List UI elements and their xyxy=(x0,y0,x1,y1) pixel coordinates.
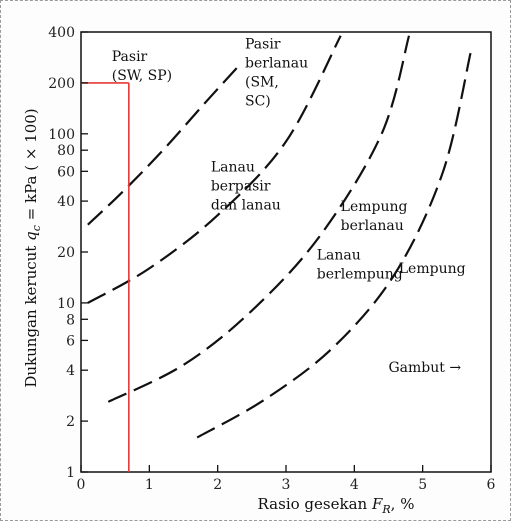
y-tick-label-1: 2 xyxy=(66,414,75,430)
boundary-curve-3 xyxy=(107,35,411,403)
y-axis-title: Dukungan kerucut qc = kPa ( × 100) xyxy=(22,108,43,387)
y-tick-label-5: 10 xyxy=(57,296,75,312)
zone-label-1: Pasir (SW, SP) xyxy=(112,49,172,84)
x-axis-title: Rasio gesekan FR, % xyxy=(258,495,415,516)
zone-label-7-line-1: Gambut → xyxy=(389,360,462,376)
zone-label-2-line-2: berlanau xyxy=(245,55,308,71)
zone-label-4-line-2: berlanau xyxy=(341,218,404,234)
x-tick-label-4: 4 xyxy=(350,477,359,493)
y-tick-label-7: 40 xyxy=(57,194,75,210)
plot-area xyxy=(80,31,492,473)
x-tick-label-6: 6 xyxy=(487,477,496,493)
zone-labels: Pasir (SW, SP) Pasir berlanau (SM, SC) Lanau be… xyxy=(112,36,466,376)
y-tick-label-9: 80 xyxy=(57,143,75,159)
y-tick-label-8: 60 xyxy=(57,164,75,180)
zone-label-1-line-2: (SW, SP) xyxy=(112,68,172,84)
y-tick-label-10: 100 xyxy=(48,127,75,143)
zone-label-2: Pasir berlanau (SM, SC) xyxy=(245,36,308,109)
zone-label-3-line-3: dan lanau xyxy=(211,197,281,213)
zone-label-5-line-1: Lanau xyxy=(317,248,361,264)
x-tick-label-0: 0 xyxy=(77,477,86,493)
plot-border xyxy=(80,31,492,473)
zone-label-3-line-2: berpasir xyxy=(211,178,271,194)
x-tick-label-2: 2 xyxy=(213,477,222,493)
x-tick-label-5: 5 xyxy=(418,477,427,493)
y-tick-label-3: 6 xyxy=(66,333,75,349)
x-tick-label-3: 3 xyxy=(282,477,291,493)
zone-label-2-line-4: SC) xyxy=(245,93,271,109)
y-tick-label-2: 4 xyxy=(66,363,75,379)
zone-label-2-line-1: Pasir xyxy=(245,36,281,52)
zone-label-4-line-1: Lempung xyxy=(341,199,408,215)
zone-label-2-line-3: (SM, xyxy=(245,74,279,90)
zone-label-7: Gambut → xyxy=(389,360,462,376)
zone-label-1-line-1: Pasir xyxy=(112,49,148,65)
y-tick-label-11: 200 xyxy=(48,76,75,92)
x-tick-label-1: 1 xyxy=(145,477,154,493)
zone-label-6-line-1: Lempung xyxy=(399,261,466,277)
y-tick-label-4: 8 xyxy=(66,312,75,328)
y-tick-label-12: 400 xyxy=(48,25,75,41)
zone-label-3: Lanau berpasir dan lanau xyxy=(211,159,281,213)
zone-label-5-line-2: berlempung xyxy=(317,267,403,283)
y-tick-label-0: 1 xyxy=(66,465,75,481)
zone-label-5: Lanau berlempung xyxy=(317,248,403,283)
zone-label-4: Lempung berlanau xyxy=(341,199,408,234)
zone-label-3-line-1: Lanau xyxy=(211,159,255,175)
reference-lines xyxy=(81,82,130,472)
series-layer xyxy=(87,35,472,439)
zone-label-6: Lempung xyxy=(399,261,466,277)
boundary-curve-4 xyxy=(196,52,472,439)
y-tick-label-6: 20 xyxy=(57,245,75,261)
boundary-curve-1 xyxy=(87,65,239,226)
